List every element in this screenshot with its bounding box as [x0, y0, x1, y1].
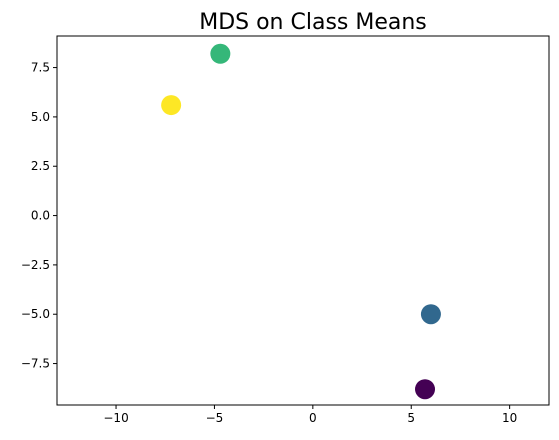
x-axis: −10 −5 0 5 10	[103, 405, 517, 425]
plot-frame	[56, 35, 550, 406]
chart-title: MDS on Class Means	[199, 10, 427, 35]
x-tick-label: −5	[206, 411, 224, 425]
y-axis: −7.5 −5.0 −2.5 0.0 2.5 5.0 7.5	[21, 61, 57, 371]
x-tick-label: 10	[502, 411, 517, 425]
x-tick-label: 0	[309, 411, 317, 425]
x-tick-label: 5	[407, 411, 415, 425]
scatter-point	[161, 95, 182, 116]
scatter-point	[420, 304, 441, 325]
y-tick-label: −7.5	[21, 357, 50, 371]
y-tick-label: 7.5	[31, 61, 50, 75]
y-tick-label: −5.0	[21, 307, 50, 321]
y-tick-label: 2.5	[31, 159, 50, 173]
plot-area	[161, 43, 441, 400]
y-tick-label: 0.0	[31, 209, 50, 223]
scatter-point	[415, 379, 436, 400]
scatter-point	[210, 43, 231, 64]
x-tick-label: −10	[103, 411, 128, 425]
y-tick-label: 5.0	[31, 110, 50, 124]
y-tick-label: −2.5	[21, 258, 50, 272]
